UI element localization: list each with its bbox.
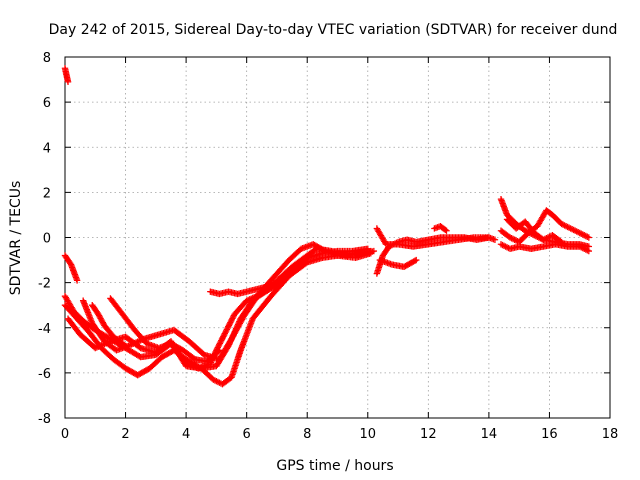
- y-tick-label: -8: [38, 412, 51, 427]
- data-point: [585, 247, 593, 255]
- x-tick-label: 6: [243, 427, 251, 442]
- series-post-10-c: [373, 225, 493, 250]
- data-point: [64, 78, 72, 86]
- data-point: [585, 234, 593, 241]
- series-late-c: [497, 241, 593, 255]
- y-tick-label: -4: [38, 322, 51, 337]
- data-point: [442, 226, 449, 234]
- data-point: [485, 234, 493, 241]
- y-tick-label: 2: [43, 186, 51, 201]
- series-early-top: [61, 65, 72, 86]
- x-tick-labels: 0 2 4 6 8 10 12 14 16 18: [61, 427, 618, 442]
- x-tick-label: 8: [303, 427, 311, 442]
- data-point: [121, 341, 128, 348]
- data-point: [367, 247, 375, 255]
- y-tick-label: 6: [43, 96, 51, 111]
- chart-title: Day 242 of 2015, Sidereal Day-to-day VTE…: [49, 22, 618, 38]
- data-point: [491, 236, 499, 243]
- y-tick-label: 8: [43, 51, 51, 66]
- x-tick-label: 14: [481, 427, 498, 442]
- data-point: [122, 342, 129, 349]
- data-point: [557, 237, 564, 245]
- y-tick-label: 4: [43, 141, 51, 156]
- series-spike-12: [431, 223, 450, 234]
- data-points: [61, 65, 593, 388]
- series-track-e: [107, 295, 223, 365]
- series-track-f: [89, 301, 129, 349]
- x-tick-label: 16: [541, 427, 558, 442]
- x-tick-label: 12: [420, 427, 437, 442]
- y-axis-label: SDTVAR / TECUs: [8, 181, 24, 296]
- data-point: [279, 279, 287, 286]
- data-point: [215, 348, 222, 355]
- series-track-d: [79, 245, 375, 363]
- axis-ticks: [64, 56, 611, 419]
- x-axis-label: GPS time / hours: [276, 458, 393, 474]
- y-tick-label: -6: [38, 367, 51, 382]
- series-late-d: [503, 216, 565, 246]
- y-tick-label: -2: [38, 277, 51, 292]
- series-early-drop: [61, 252, 81, 284]
- y-tick-label: 0: [43, 232, 51, 247]
- grid-lines: [65, 57, 610, 418]
- x-tick-label: 4: [182, 427, 190, 442]
- data-point: [413, 256, 420, 264]
- data-point: [216, 347, 223, 354]
- x-tick-label: 10: [360, 427, 377, 442]
- data-point: [190, 355, 198, 362]
- series-flat-start: [207, 279, 287, 298]
- series-post-10-b: [376, 256, 420, 271]
- data-point: [443, 227, 450, 234]
- x-tick-label: 2: [121, 427, 129, 442]
- x-tick-label: 0: [61, 427, 69, 442]
- data-point: [411, 257, 419, 265]
- y-tick-labels: -8 -6 -4 -2 0 2 4 6 8: [38, 51, 51, 427]
- data-point: [558, 238, 565, 246]
- x-tick-label: 18: [602, 427, 619, 442]
- data-point: [73, 277, 81, 284]
